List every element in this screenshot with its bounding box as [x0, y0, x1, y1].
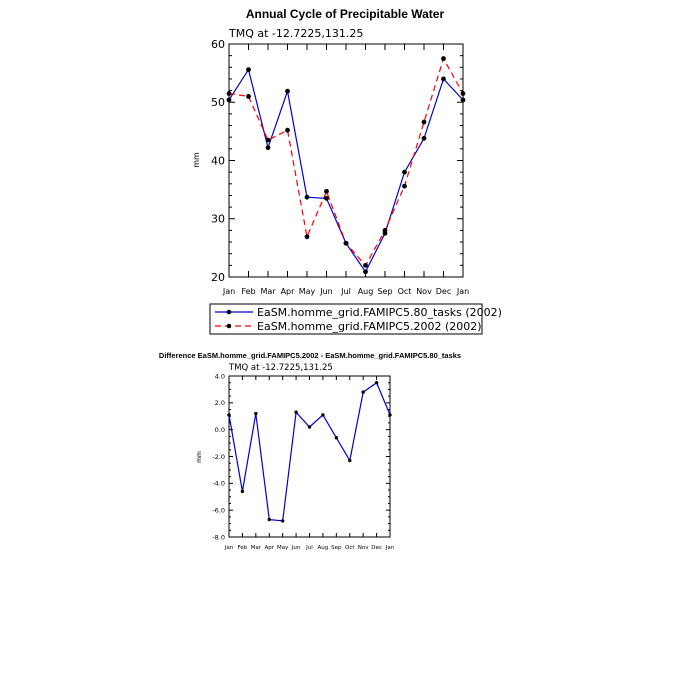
x-tick-label: Feb	[241, 287, 255, 296]
legend-marker-series2	[226, 323, 232, 329]
data-point	[304, 234, 310, 240]
data-point	[265, 137, 271, 143]
chart2-y-axis: -8.0 -6.0 -4.0 -2.0 0.0 2.0 4.0	[212, 372, 390, 541]
data-point	[363, 262, 368, 268]
x-tick-label: Apr	[264, 545, 274, 551]
x-tick-label: Jul	[340, 287, 351, 296]
chart1-title: Annual Cycle of Precipitable Water	[246, 7, 445, 21]
legend-label-series1: EaSM.homme_grid.FAMIPC5.80_tasks (2002)	[257, 306, 502, 319]
data-point	[240, 489, 245, 494]
y-tick-label: 2.0	[215, 399, 225, 407]
y-tick-label: -4.0	[212, 480, 225, 488]
data-point	[460, 91, 466, 96]
x-tick-label: Mar	[260, 287, 276, 296]
y-tick-label: -8.0	[212, 533, 225, 541]
y-tick-label: -6.0	[212, 506, 225, 514]
data-point	[285, 88, 290, 94]
legend-marker-series1	[226, 309, 232, 315]
data-point	[254, 411, 258, 416]
x-tick-label: May	[277, 545, 289, 551]
x-tick-label: Jul	[305, 545, 313, 551]
data-point	[441, 76, 446, 82]
data-point	[343, 240, 349, 246]
x-tick-label: Sep	[331, 545, 342, 551]
data-point	[382, 228, 388, 233]
x-tick-label: Nov	[358, 545, 369, 551]
chart1-legend: EaSM.homme_grid.FAMIPC5.80_tasks (2002) …	[209, 303, 502, 335]
data-point	[321, 413, 325, 417]
chart2-x-axis: Jan Feb Mar Apr May Jun Jul Aug Sep Oct Nov Dec Jan	[224, 376, 395, 551]
x-tick-label: Nov	[416, 287, 432, 296]
data-point	[402, 169, 407, 175]
data-point	[361, 390, 365, 394]
y-tick-label: 50	[211, 96, 225, 109]
data-point	[324, 188, 329, 194]
y-tick-label: 30	[211, 213, 225, 226]
x-tick-label: Dec	[371, 545, 382, 551]
chart1-y-axis: 20 30 40 50 60	[211, 38, 463, 284]
data-point	[285, 127, 290, 133]
y-tick-label: 20	[211, 271, 225, 284]
x-tick-label: Aug	[358, 287, 374, 296]
data-point	[402, 183, 407, 189]
data-point	[441, 56, 446, 61]
data-point	[246, 67, 251, 73]
data-point	[304, 194, 310, 200]
x-tick-label: Jan	[222, 287, 235, 296]
chart2-ylabel: mm	[196, 451, 203, 463]
x-tick-label: Apr	[281, 287, 296, 296]
chart1-series	[226, 56, 466, 275]
x-tick-label: Mar	[251, 545, 262, 551]
x-tick-label: Jun	[291, 545, 301, 551]
data-point	[421, 135, 427, 141]
data-point	[280, 519, 285, 523]
x-tick-label: Jan	[224, 545, 234, 551]
data-point	[294, 410, 298, 414]
data-point	[348, 458, 352, 463]
chart2-title: Difference EaSM.homme_grid.FAMIPC5.2002 …	[159, 351, 461, 360]
x-tick-label: Aug	[318, 545, 329, 551]
chart1-ylabel: mm	[192, 152, 201, 168]
chart2-series	[227, 381, 392, 523]
data-point	[307, 425, 312, 429]
x-tick-label: Jun	[319, 287, 333, 296]
data-point	[246, 94, 251, 99]
series-line-2	[228, 57, 464, 267]
x-tick-label: May	[299, 287, 316, 296]
y-tick-label: 40	[211, 154, 225, 167]
data-point	[374, 381, 379, 385]
data-point	[226, 91, 232, 96]
y-tick-label: 60	[211, 38, 225, 51]
x-tick-label: Oct	[398, 287, 412, 296]
x-tick-label: Oct	[345, 545, 355, 551]
chart2-subtitle: TMQ at -12.7225,131.25	[228, 363, 333, 373]
data-point	[363, 269, 368, 275]
data-point	[324, 195, 329, 201]
series-line-1	[228, 381, 391, 522]
chart-annual-cycle: Annual Cycle of Precipitable Water TMQ a…	[192, 7, 502, 335]
x-tick-label: Jan	[456, 287, 469, 296]
x-tick-label: Sep	[377, 287, 392, 296]
x-tick-label: Feb	[238, 545, 248, 551]
data-point	[334, 436, 339, 440]
data-point	[460, 97, 466, 103]
chart2-plot-frame	[228, 375, 391, 538]
x-tick-label: Dec	[436, 287, 451, 296]
chart-difference: Difference EaSM.homme_grid.FAMIPC5.2002 …	[159, 351, 461, 551]
y-tick-label: 4.0	[215, 372, 225, 380]
data-point	[227, 413, 231, 417]
legend-label-series2: EaSM.homme_grid.FAMIPC5.2002 (2002)	[257, 320, 482, 333]
y-tick-label: -2.0	[212, 453, 225, 461]
data-point	[226, 97, 232, 103]
y-tick-label: 0.0	[215, 426, 225, 434]
data-point	[421, 119, 427, 125]
x-tick-label: Jan	[385, 545, 395, 551]
chart1-subtitle: TMQ at -12.7225,131.25	[228, 27, 363, 40]
chart1-x-axis: Jan Feb Mar Apr May Jun Jul Aug Sep Oct Nov Dec Jan	[222, 44, 469, 296]
data-point	[265, 145, 271, 151]
data-point	[267, 517, 271, 522]
legend-box	[209, 303, 483, 335]
data-point	[388, 413, 392, 417]
